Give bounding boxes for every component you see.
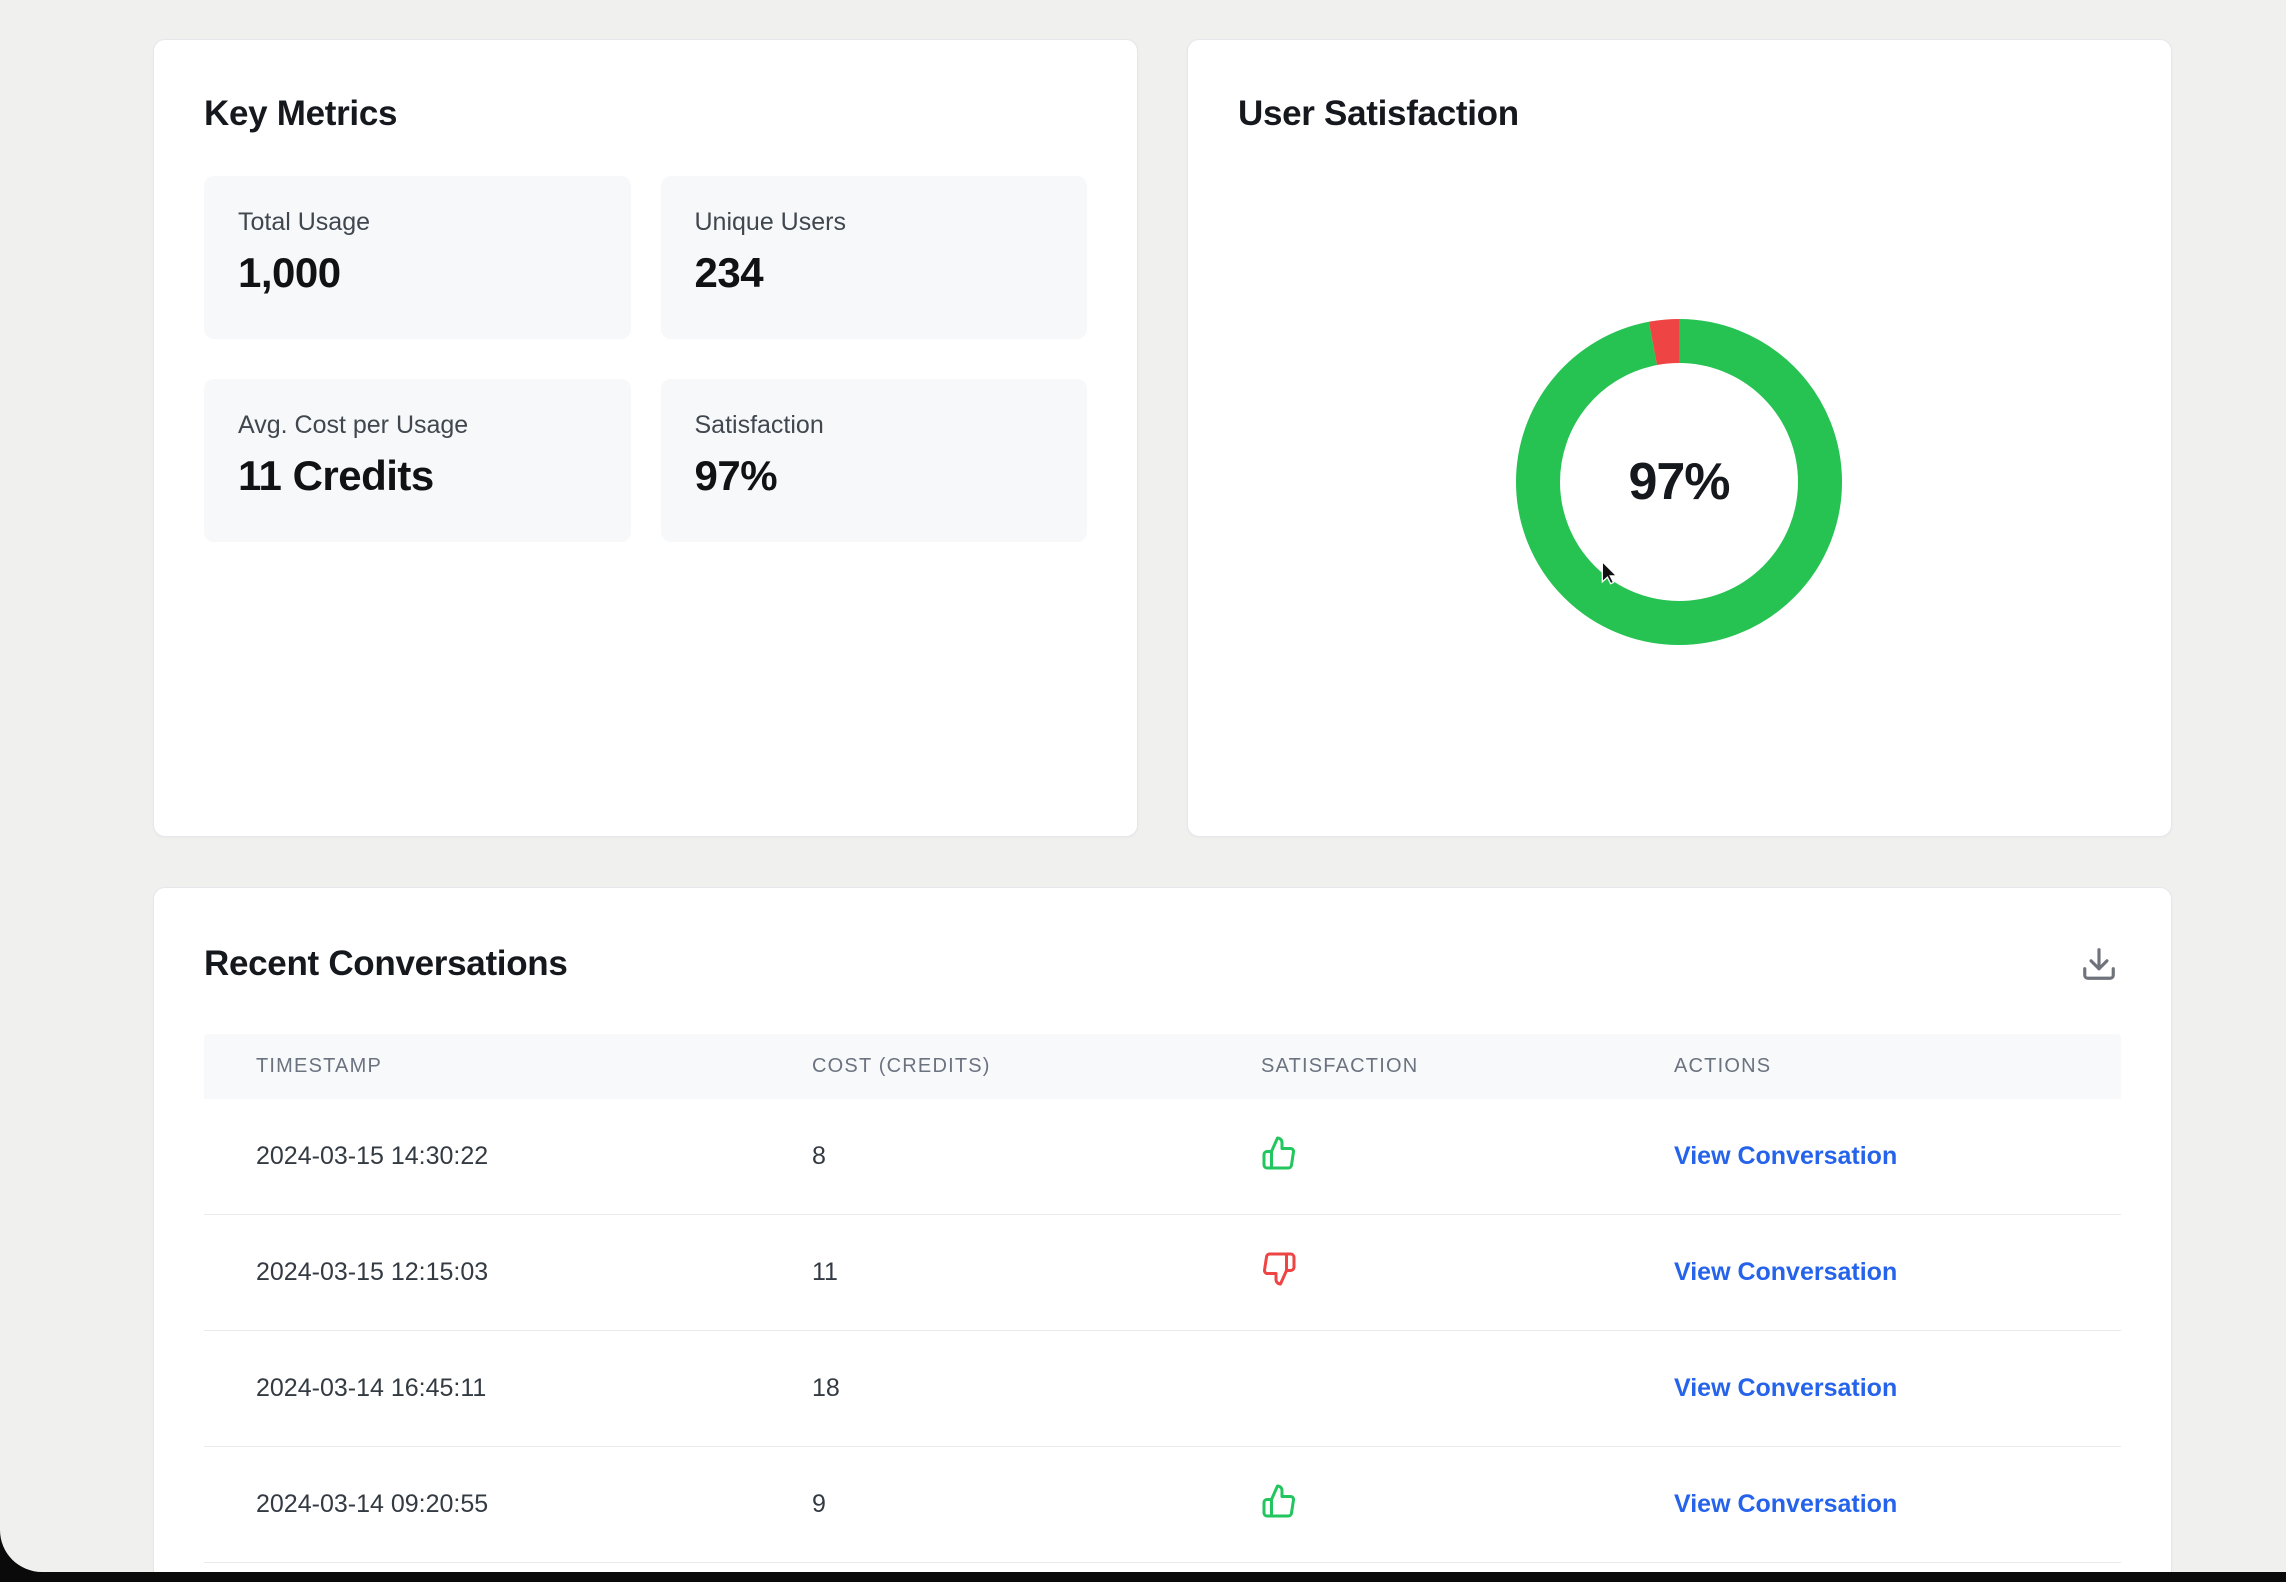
metric-tile-satisfaction: Satisfaction 97% — [660, 379, 1087, 542]
donut-svg — [1516, 319, 1842, 645]
metric-label: Satisfaction — [694, 411, 824, 439]
metric-value: 1,000 — [238, 249, 341, 296]
cell-actions: View Conversation — [1622, 1142, 2121, 1171]
column-header-timestamp: TIMESTAMP — [256, 1055, 382, 1077]
cell-actions: View Conversation — [1622, 1490, 2121, 1519]
download-button[interactable] — [2077, 942, 2121, 986]
cell-cost: 8 — [812, 1142, 826, 1170]
cell-satisfaction — [1209, 1251, 1622, 1294]
cell-cost: 9 — [812, 1490, 826, 1518]
user-satisfaction-card: User Satisfaction 97% — [1187, 39, 2172, 837]
conversations-table-body: 2024-03-15 14:30:22 8 View Conversation … — [204, 1099, 2121, 1563]
cell-cost: 18 — [812, 1374, 840, 1402]
cell-cost: 11 — [812, 1258, 838, 1286]
download-icon — [2080, 945, 2118, 983]
cell-actions: View Conversation — [1622, 1374, 2121, 1403]
satisfaction-donut-chart: 97% — [1509, 312, 1849, 652]
key-metrics-card: Key Metrics Total Usage 1,000 Unique Use… — [153, 39, 1138, 837]
cell-actions: View Conversation — [1622, 1258, 2121, 1287]
key-metrics-title: Key Metrics — [204, 94, 398, 133]
metric-value: 234 — [694, 249, 764, 296]
column-header-satisfaction: SATISFACTION — [1261, 1055, 1419, 1077]
metric-tile-total-usage: Total Usage 1,000 — [204, 176, 631, 339]
thumbs-down-icon — [1261, 1251, 1297, 1287]
metric-label: Avg. Cost per Usage — [238, 411, 469, 439]
thumbs-up-icon — [1261, 1135, 1297, 1171]
view-conversation-link[interactable]: View Conversation — [1674, 1142, 1898, 1170]
user-satisfaction-title: User Satisfaction — [1238, 94, 1519, 133]
recent-conversations-card: Recent Conversations TIMESTAMP COST (CRE… — [153, 887, 2172, 1572]
view-conversation-link[interactable]: View Conversation — [1674, 1490, 1898, 1518]
cell-timestamp: 2024-03-15 12:15:03 — [256, 1258, 489, 1286]
thumbs-up-icon — [1261, 1483, 1297, 1519]
metric-value: 97% — [694, 452, 778, 499]
recent-conversations-title: Recent Conversations — [204, 944, 568, 983]
cell-timestamp: 2024-03-15 14:30:22 — [256, 1142, 489, 1170]
donut-center-label: 97% — [1628, 453, 1730, 511]
cell-timestamp: 2024-03-14 09:20:55 — [256, 1490, 489, 1518]
metric-value: 11 Credits — [238, 452, 434, 499]
view-conversation-link[interactable]: View Conversation — [1674, 1374, 1898, 1402]
table-row: 2024-03-15 14:30:22 8 View Conversation — [204, 1099, 2121, 1215]
view-conversation-link[interactable]: View Conversation — [1674, 1258, 1898, 1286]
column-header-cost: COST (CREDITS) — [812, 1055, 991, 1077]
metric-tile-avg-cost: Avg. Cost per Usage 11 Credits — [204, 379, 631, 542]
conversations-table-header: TIMESTAMP COST (CREDITS) SATISFACTION AC… — [204, 1034, 2121, 1099]
table-row: 2024-03-14 16:45:11 18 View Conversation — [204, 1331, 2121, 1447]
table-row: 2024-03-15 12:15:03 11 View Conversation — [204, 1215, 2121, 1331]
metric-label: Total Usage — [238, 208, 371, 236]
column-header-actions: ACTIONS — [1674, 1055, 1772, 1077]
cell-satisfaction — [1209, 1135, 1622, 1178]
table-row: 2024-03-14 09:20:55 9 View Conversation — [204, 1447, 2121, 1563]
metric-tile-unique-users: Unique Users 234 — [660, 176, 1087, 339]
donut-segment-1 — [1516, 319, 1842, 645]
conversations-table: TIMESTAMP COST (CREDITS) SATISFACTION AC… — [204, 1034, 2121, 1563]
cell-timestamp: 2024-03-14 16:45:11 — [256, 1374, 487, 1402]
metric-label: Unique Users — [694, 208, 846, 236]
key-metrics-grid: Total Usage 1,000 Unique Users 234 Avg. … — [204, 176, 1087, 542]
cell-satisfaction — [1209, 1483, 1622, 1526]
